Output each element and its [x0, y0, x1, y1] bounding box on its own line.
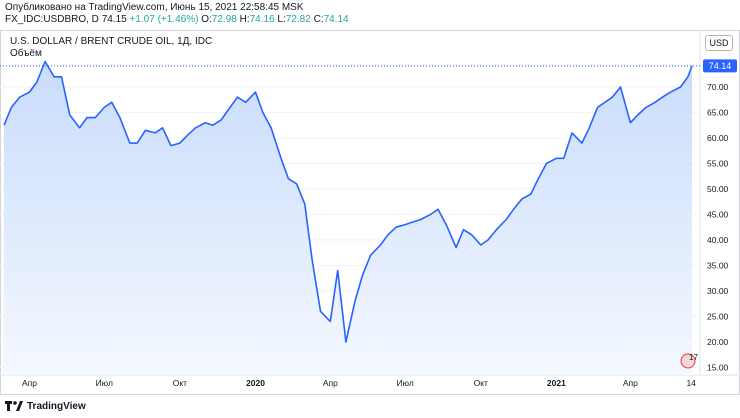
event-marker-label: 17: [689, 353, 698, 362]
last-price-tag: 74.14: [703, 59, 737, 73]
chart-title: U.S. DOLLAR / BRENT CRUDE OIL, 1Д, IDC: [10, 36, 213, 47]
published-caption: Опубликовано на TradingView.com, Июнь 15…: [5, 2, 304, 13]
currency-button[interactable]: USD: [705, 35, 733, 51]
ticker-line: FX_IDC:USDBRO, D 74.15 +1.07 (+1.46%) O:…: [5, 14, 349, 25]
x-tick-label: 14: [686, 378, 696, 388]
price-axis: 15.00 20.00 25.00 30.00 35.00 40.00 45.00 50.00…: [707, 82, 729, 372]
chart-frame[interactable]: 15.00 20.00 25.00 30.00 35.00 40.00 45.00 50.00…: [0, 30, 740, 395]
x-tick-label: Июл: [96, 378, 113, 388]
y-tick-label: 45.00: [707, 209, 729, 219]
high-label: H:: [239, 14, 250, 25]
low-label: L:: [277, 14, 286, 25]
y-tick-label: 20.00: [707, 337, 729, 347]
footer: TradingView: [5, 399, 86, 413]
price-chart[interactable]: 15.00 20.00 25.00 30.00 35.00 40.00 45.00 50.00…: [0, 30, 740, 395]
open-label: O:: [201, 14, 212, 25]
y-tick-label: 55.00: [707, 158, 729, 168]
volume-label: Объём: [10, 48, 42, 59]
x-tick-label: Июл: [396, 378, 413, 388]
x-tick-label: 2020: [246, 378, 265, 388]
low-value: 72.82: [285, 14, 311, 25]
price-line: [3, 60, 693, 343]
symbol-label: FX_IDC:USDBRO, D: [5, 14, 99, 25]
event-marker[interactable]: 17: [680, 353, 698, 369]
close-value: 74.14: [323, 14, 349, 25]
x-tick-label: 2021: [547, 378, 566, 388]
y-tick-label: 65.00: [707, 107, 729, 117]
y-tick-label: 35.00: [707, 260, 729, 270]
x-tick-label: Окт: [474, 378, 488, 388]
footer-brand: TradingView: [27, 400, 86, 412]
x-tick-label: Окт: [173, 378, 187, 388]
y-tick-label: 50.00: [707, 184, 729, 194]
x-tick-label: Апр: [22, 378, 37, 388]
y-tick-label: 40.00: [707, 235, 729, 245]
flag-icon[interactable]: [680, 353, 696, 369]
last-price-tag-bg: [703, 59, 737, 73]
x-tick-label: Апр: [323, 378, 338, 388]
change-value: +1.07 (+1.46%): [129, 14, 199, 25]
open-value: 72.98: [211, 14, 237, 25]
tradingview-logo-icon: [5, 401, 23, 411]
time-axis: Апр Июл Окт 2020 Апр Июл Окт 2021 Апр 14: [22, 378, 696, 388]
high-value: 74.16: [249, 14, 275, 25]
y-tick-label: 30.00: [707, 286, 729, 296]
close-label: C:: [313, 14, 324, 25]
y-tick-label: 15.00: [707, 362, 729, 372]
y-tick-label: 25.00: [707, 311, 729, 321]
last-price-tag-text: 74.14: [709, 61, 732, 71]
last-price: 74.15: [101, 14, 127, 25]
y-tick-label: 70.00: [707, 82, 729, 92]
area-fill: [4, 61, 692, 375]
y-tick-label: 60.00: [707, 133, 729, 143]
x-tick-label: Апр: [623, 378, 638, 388]
